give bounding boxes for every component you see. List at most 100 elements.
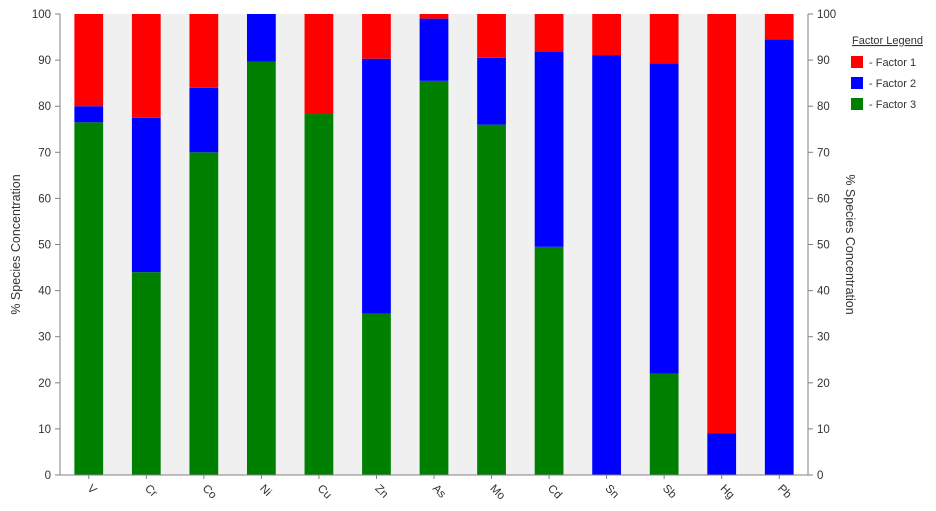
y-tick-label-right: 70 (817, 147, 830, 159)
legend-title: Factor Legend (852, 35, 923, 47)
bar-segment-sn-factor-2 (592, 55, 621, 476)
bar-stack-cr (131, 14, 161, 475)
bar-segment-as-factor-2 (419, 18, 449, 81)
bar-segment-cd-factor-3 (534, 246, 564, 475)
y-tick-label-left: 60 (38, 193, 51, 205)
x-ticks: V Cr Co Ni Cu Zn As Mo Cd Sn Sb Hg Pb (85, 475, 794, 502)
bar-segment-zn-factor-3 (362, 313, 391, 475)
legend-label: - Factor 3 (869, 99, 916, 111)
bar-stack-cu (304, 14, 334, 476)
bar-stack-as (419, 14, 449, 475)
y-tick-label-right: 40 (817, 286, 830, 298)
bar-segment-sb-factor-3 (649, 373, 679, 475)
bar-segment-pb-factor-2 (764, 39, 794, 475)
legend-swatch (851, 98, 863, 110)
bar-segment-co-factor-1 (189, 14, 219, 88)
background-band (621, 14, 650, 475)
bar-stacks (74, 14, 794, 476)
x-tick-label-sn: Sn (602, 483, 620, 501)
x-tick-label-as: As (430, 483, 448, 501)
y-tick-label-left: 10 (38, 424, 51, 436)
bar-segment-v-factor-3 (74, 122, 104, 476)
bar-segment-ni-factor-3 (247, 61, 276, 475)
x-tick-label-v: V (85, 483, 99, 497)
legend-label: - Factor 2 (869, 78, 916, 90)
y-tick-label-left: 80 (38, 101, 51, 113)
bar-segment-mo-factor-3 (477, 124, 506, 475)
y-tick-label-right: 100 (817, 9, 836, 21)
bar-stack-sb (649, 14, 679, 475)
y-axis-title-left: % Species Concentration (9, 174, 23, 314)
y-tick-label-left: 100 (32, 9, 51, 21)
bar-segment-cd-factor-2 (534, 51, 564, 247)
x-tick-label-ni: Ni (257, 483, 273, 499)
bar-segment-as-factor-3 (419, 80, 449, 475)
bar-segment-sn-factor-1 (592, 14, 621, 56)
bar-segment-v-factor-2 (74, 106, 104, 123)
bar-stack-sn (592, 14, 621, 476)
x-tick-label-cd: Cd (545, 483, 564, 502)
background-band (275, 14, 305, 475)
bar-segment-zn-factor-1 (362, 14, 391, 59)
y-axis-title-right: % Species Concentration (843, 174, 857, 314)
x-tick-label-hg: Hg (718, 483, 737, 502)
bar-segment-sb-factor-1 (649, 14, 679, 64)
y-tick-label-left: 50 (38, 240, 51, 252)
y-tick-label-right: 50 (817, 240, 830, 252)
y-tick-label-left: 90 (38, 55, 51, 67)
background-band (333, 14, 363, 475)
y-tick-label-right: 0 (817, 470, 823, 482)
bar-stack-ni (247, 14, 276, 475)
bar-segment-cr-factor-1 (131, 14, 161, 118)
legend-swatch (851, 77, 863, 89)
y-ticks-left: 0 10 20 30 40 50 60 70 80 90 100 (32, 9, 60, 482)
y-tick-label-right: 90 (817, 55, 830, 67)
bar-segment-mo-factor-2 (477, 57, 506, 125)
bar-stack-mo (477, 14, 506, 475)
background-band (103, 14, 132, 475)
y-tick-label-left: 30 (38, 332, 51, 344)
y-tick-label-left: 40 (38, 286, 51, 298)
y-tick-label-right: 20 (817, 378, 830, 390)
x-tick-label-cu: Cu (315, 483, 334, 502)
background-band (448, 14, 478, 475)
background-band (218, 14, 247, 475)
y-tick-label-left: 20 (38, 378, 51, 390)
x-tick-label-mo: Mo (487, 483, 507, 503)
bar-segment-cu-factor-3 (304, 114, 334, 476)
x-tick-label-cr: Cr (142, 483, 159, 500)
bar-segment-ni-factor-2 (247, 14, 276, 62)
background-band (160, 14, 190, 475)
y-tick-label-left: 0 (45, 470, 51, 482)
bar-stack-zn (362, 14, 391, 475)
bar-segment-cr-factor-3 (131, 272, 161, 475)
x-tick-label-pb: Pb (775, 483, 793, 501)
x-tick-label-zn: Zn (372, 483, 390, 501)
bar-stack-co (189, 14, 219, 476)
category-bands (103, 14, 765, 475)
bar-segment-mo-factor-1 (477, 14, 506, 58)
bar-segment-sb-factor-2 (649, 63, 679, 374)
y-tick-label-right: 80 (817, 101, 830, 113)
background-band (736, 14, 765, 475)
bar-stack-v (74, 14, 104, 476)
bar-segment-as-factor-1 (419, 14, 449, 19)
bar-segment-v-factor-1 (74, 14, 104, 107)
bar-segment-co-factor-2 (189, 87, 219, 153)
bar-segment-cd-factor-1 (534, 14, 564, 52)
y-tick-label-left: 70 (38, 147, 51, 159)
y-ticks-right: 0 10 20 30 40 50 60 70 80 90 100 (808, 9, 836, 482)
y-tick-label-right: 30 (817, 332, 830, 344)
bar-stack-cd (534, 14, 564, 475)
bar-segment-co-factor-3 (189, 152, 219, 476)
bar-segment-pb-factor-1 (764, 14, 794, 40)
background-band (390, 14, 420, 475)
bar-segment-hg-factor-2 (707, 433, 737, 475)
x-tick-label-sb: Sb (660, 483, 678, 501)
y-tick-label-right: 60 (817, 193, 830, 205)
bar-stack-hg (707, 14, 737, 475)
legend-swatch (851, 56, 863, 68)
background-band (563, 14, 593, 475)
y-tick-label-right: 10 (817, 424, 830, 436)
